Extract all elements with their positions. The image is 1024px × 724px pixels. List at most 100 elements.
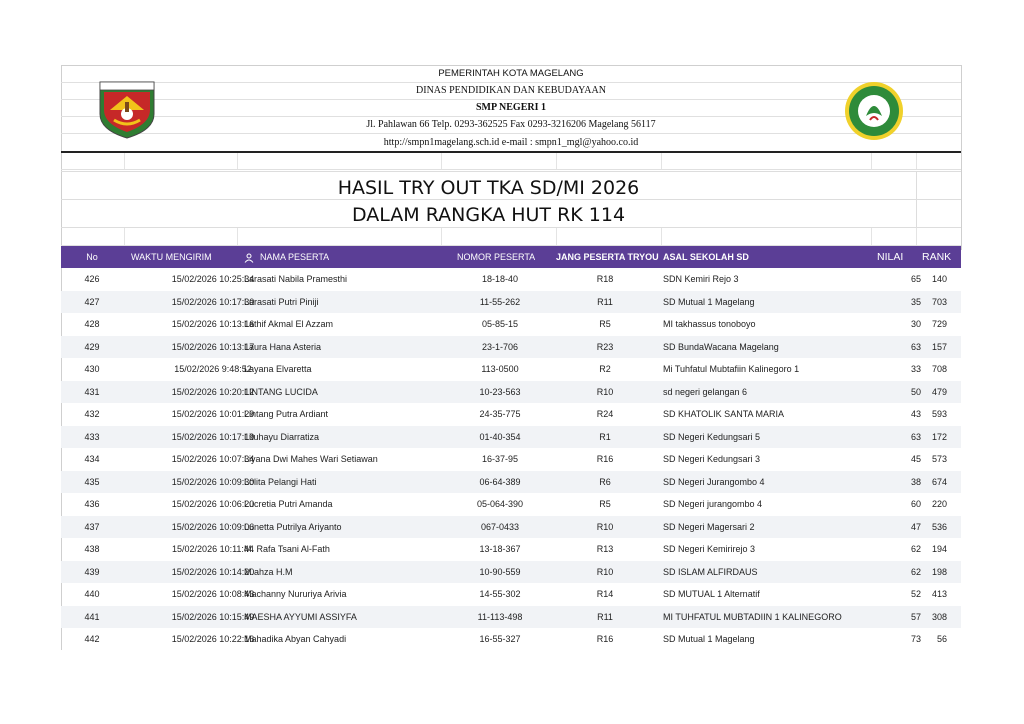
- letterhead-gridline: [61, 82, 961, 83]
- cell-asal-sekolah: sd negeri gelangan 6: [663, 386, 748, 397]
- table-row: 434 15/02/2026 10:07:34 Liyana Dwi Mahes…: [61, 448, 961, 471]
- table-row: 440 15/02/2026 10:08:43 Machanny Nururiy…: [61, 583, 961, 606]
- col-header-waktu: WAKTU MENGIRIM: [131, 252, 212, 262]
- cell-nilai: 52: [910, 589, 921, 599]
- cell-asal-sekolah: SD Negeri Kemirirejo 3: [663, 544, 756, 554]
- cell-nomor: 24-35-775: [479, 409, 521, 419]
- table-header: No WAKTU MENGIRIM NAMA PESERTA NOMOR PES…: [61, 246, 961, 268]
- cell-ruang: R5: [599, 499, 611, 509]
- cell-nama: M. Rafa Tsani Al-Fath: [244, 544, 330, 554]
- cell-nama: Liyana Dwi Mahes Wari Setiawan: [244, 454, 378, 464]
- cell-nama: LINTANG LUCIDA: [244, 386, 318, 397]
- letterhead-department: DINAS PENDIDIKAN DAN KEBUDAYAAN: [416, 85, 606, 96]
- cell-nilai: 30: [910, 319, 921, 329]
- cell-nilai: 63: [910, 431, 921, 442]
- cell-ruang: R10: [596, 386, 614, 397]
- cell-nama: Lintang Putra Ardiant: [244, 409, 329, 419]
- cell-no: 436: [84, 499, 100, 509]
- table-row: 431 15/02/2026 10:20:12 LINTANG LUCIDA 1…: [61, 380, 961, 403]
- report-title: HASIL TRY OUT TKA SD/MI 2026: [337, 177, 640, 199]
- cell-nomor: 10-23-563: [479, 386, 521, 397]
- table-row: 437 15/02/2026 10:09:06 Lunetta Putrilya…: [61, 515, 961, 538]
- cell-nilai: 35: [910, 296, 921, 307]
- cell-nilai: 47: [910, 521, 921, 532]
- letterhead: PEMERINTAH KOTA MAGELANG DINAS PENDIDIKA…: [61, 65, 961, 153]
- table-row: 432 15/02/2026 10:01:29 Lintang Putra Ar…: [61, 403, 961, 426]
- table-row: 430 15/02/2026 9:48:52 Layana Elvaretta …: [61, 358, 961, 381]
- cell-nomor: 05-064-390: [476, 499, 524, 509]
- report-subtitle: DALAM RANGKA HUT RK 114: [351, 204, 626, 226]
- cell-nilai: 60: [910, 499, 921, 509]
- cell-rank: 703: [931, 296, 947, 307]
- title-separator: [61, 227, 961, 228]
- cell-nilai: 38: [910, 476, 921, 487]
- cell-waktu: 15/02/2026 10:11:44: [172, 544, 254, 554]
- cell-no: 437: [84, 521, 100, 532]
- cell-nomor: 06-64-389: [479, 476, 521, 487]
- table-row: 438 15/02/2026 10:11:44 M. Rafa Tsani Al…: [61, 538, 961, 561]
- cell-ruang: R6: [599, 476, 611, 487]
- cell-nilai: 73: [910, 634, 921, 644]
- cell-rank: 198: [931, 566, 947, 577]
- cell-rank: 593: [931, 409, 947, 419]
- cell-ruang: R10: [596, 521, 614, 532]
- cell-nomor: 11-113-498: [477, 611, 523, 622]
- cell-no: 428: [84, 319, 100, 329]
- cell-no: 427: [84, 296, 100, 307]
- cell-nomor: 01-40-354: [479, 431, 521, 442]
- cell-no: 426: [84, 274, 100, 284]
- cell-nama: Larasati Nabila Pramesthi: [244, 274, 348, 284]
- title-separator: [61, 171, 961, 172]
- cell-no: 433: [84, 431, 100, 442]
- table-row: 429 15/02/2026 10:13:17 Laura Hana Aster…: [61, 335, 961, 358]
- cell-nama: Lunetta Putrilya Ariyanto: [244, 521, 342, 532]
- cell-nama: Lituhayu Diarratiza: [244, 431, 320, 442]
- sheet-top-border: [61, 65, 961, 66]
- cell-waktu: 15/02/2026 10:14:20: [171, 566, 255, 577]
- cell-no: 441: [84, 611, 100, 622]
- cell-no: 435: [84, 476, 100, 487]
- cell-ruang: R1: [599, 431, 611, 442]
- cell-waktu: 15/02/2026 10:22:16: [171, 634, 255, 644]
- cell-waktu: 15/02/2026 10:15:49: [171, 611, 255, 622]
- cell-nama: Larasati Putri Piniji: [244, 296, 319, 307]
- green-school-logo: [845, 82, 903, 140]
- cell-asal-sekolah: SD BundaWacana Magelang: [663, 341, 779, 352]
- cell-rank: 729: [931, 319, 947, 329]
- cell-nomor: 11-55-262: [479, 296, 521, 307]
- cell-ruang: R10: [596, 566, 614, 577]
- cell-waktu: 15/02/2026 10:07:34: [171, 454, 255, 464]
- table-row: 441 15/02/2026 10:15:49 MAESHA AYYUMI AS…: [61, 605, 961, 628]
- cell-nama: MAESHA AYYUMI ASSIYFA: [244, 611, 357, 622]
- cell-nomor: 05-85-15: [481, 319, 519, 329]
- cell-nilai: 65: [910, 274, 921, 284]
- cell-nama: Layana Elvaretta: [244, 364, 312, 374]
- cell-nomor: 13-18-367: [479, 544, 521, 554]
- table-row: 426 15/02/2026 10:25:34 Larasati Nabila …: [61, 268, 961, 291]
- cell-nama: Lathif Akmal El Azzam: [244, 319, 334, 329]
- cell-rank: 140: [931, 274, 947, 284]
- cell-rank: 220: [931, 499, 947, 509]
- cell-waktu: 15/02/2026 10:08:43: [171, 589, 255, 599]
- table-row: 433 15/02/2026 10:17:19 Lituhayu Diarrat…: [61, 425, 961, 448]
- cell-ruang: R14: [596, 589, 614, 599]
- letterhead-government: PEMERINTAH KOTA MAGELANG: [438, 68, 584, 79]
- cell-nama: Lucretia Putri Amanda: [244, 499, 333, 509]
- cell-ruang: R16: [596, 454, 614, 464]
- cell-ruang: R24: [596, 409, 614, 419]
- cell-asal-sekolah: Mi Tuhfatul Mubtafiin Kalinegoro 1: [663, 364, 800, 374]
- cell-waktu: 15/02/2026 9:48:52: [174, 364, 252, 374]
- cell-nama: Lolita Pelangi Hati: [244, 476, 317, 487]
- cell-nama: M.ahza H.M: [244, 566, 293, 577]
- cell-rank: 708: [931, 364, 947, 374]
- cell-asal-sekolah: SDN Kemiri Rejo 3: [663, 274, 739, 284]
- cell-ruang: R11: [597, 611, 613, 622]
- cell-nama: Laura Hana Asteria: [244, 341, 322, 352]
- cell-nomor: 16-37-95: [481, 454, 519, 464]
- cell-waktu: 15/02/2026 10:25:34: [171, 274, 255, 284]
- cell-asal-sekolah: SD MUTUAL 1 Alternatif: [663, 589, 760, 599]
- col-header-ruang: JANG PESERTA TRYOU: [556, 252, 659, 262]
- cell-asal-sekolah: MI TUHFATUL MUBTADIIN 1 KALINEGORO: [663, 611, 842, 622]
- cell-rank: 674: [931, 476, 947, 487]
- spacer-grid-row: [61, 228, 961, 246]
